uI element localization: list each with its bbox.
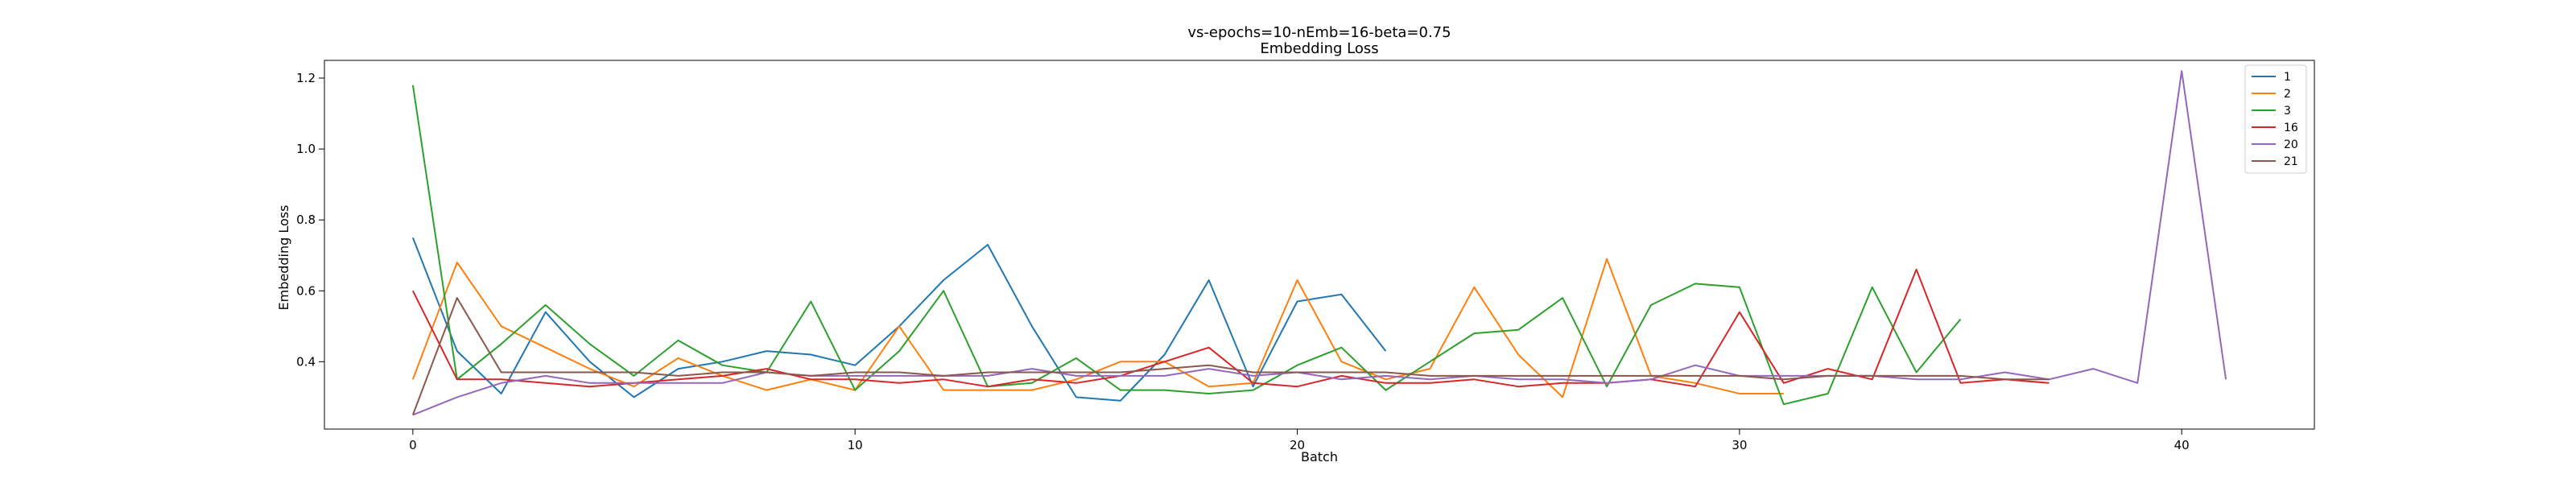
y-tick-label: 0.6: [296, 283, 316, 298]
x-tick-label: 30: [1732, 438, 1747, 452]
legend-box: [2244, 64, 2307, 174]
x-tick-label: 0: [409, 438, 417, 452]
plot-frame: [324, 60, 2315, 430]
y-tick-label: 0.4: [296, 354, 316, 369]
x-tick-label: 10: [848, 438, 863, 452]
y-tick-label: 0.8: [296, 213, 316, 227]
plot-area: 0 10 20 30 40 0.4 0.6 0.8 1.0 1.2: [296, 60, 2315, 452]
x-tick-label: 20: [1290, 438, 1305, 452]
x-axis-ticks: 0 10 20 30 40: [409, 429, 2190, 452]
series-line-3: [411, 85, 1962, 406]
x-tick-label: 40: [2174, 438, 2190, 452]
legend-entry-2: 2: [2284, 88, 2291, 101]
legend-entry-1: 1: [2284, 71, 2291, 84]
chart-title: vs-epochs=10-nEmb=16-beta=0.75: [1187, 24, 1451, 41]
series-line-16: [412, 268, 2050, 388]
y-tick-label: 1.0: [296, 142, 316, 156]
legend-entry-21: 21: [2284, 155, 2298, 168]
series-line-21: [411, 297, 2050, 415]
series-layer: [411, 70, 2227, 416]
chart-subtitle: Embedding Loss: [1260, 40, 1378, 57]
legend-entry-20: 20: [2284, 138, 2298, 151]
y-axis-ticks: 0.4 0.6 0.8 1.0 1.2: [296, 71, 324, 369]
legend: 1 2 3 16 20 21: [2244, 64, 2307, 174]
x-axis-label: Batch: [1301, 449, 1338, 464]
y-tick-label: 1.2: [296, 71, 316, 85]
series-line-20: [412, 70, 2227, 416]
legend-entry-16: 16: [2284, 122, 2298, 134]
legend-entry-3: 3: [2284, 105, 2291, 118]
y-axis-label: Embedding Loss: [276, 205, 291, 311]
